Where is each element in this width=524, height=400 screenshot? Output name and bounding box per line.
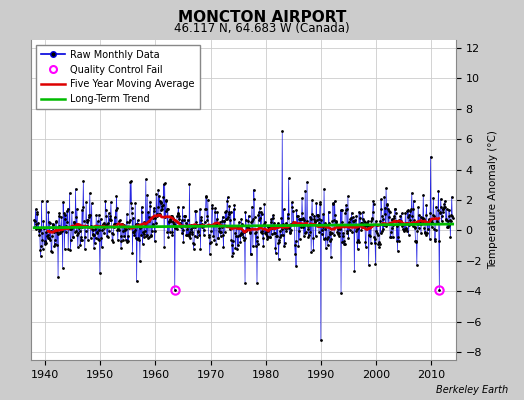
Text: Berkeley Earth: Berkeley Earth [436, 385, 508, 395]
Text: MONCTON AIRPORT: MONCTON AIRPORT [178, 10, 346, 25]
Legend: Raw Monthly Data, Quality Control Fail, Five Year Moving Average, Long-Term Tren: Raw Monthly Data, Quality Control Fail, … [36, 45, 200, 109]
Text: 46.117 N, 64.683 W (Canada): 46.117 N, 64.683 W (Canada) [174, 22, 350, 35]
Y-axis label: Temperature Anomaly (°C): Temperature Anomaly (°C) [488, 130, 498, 270]
